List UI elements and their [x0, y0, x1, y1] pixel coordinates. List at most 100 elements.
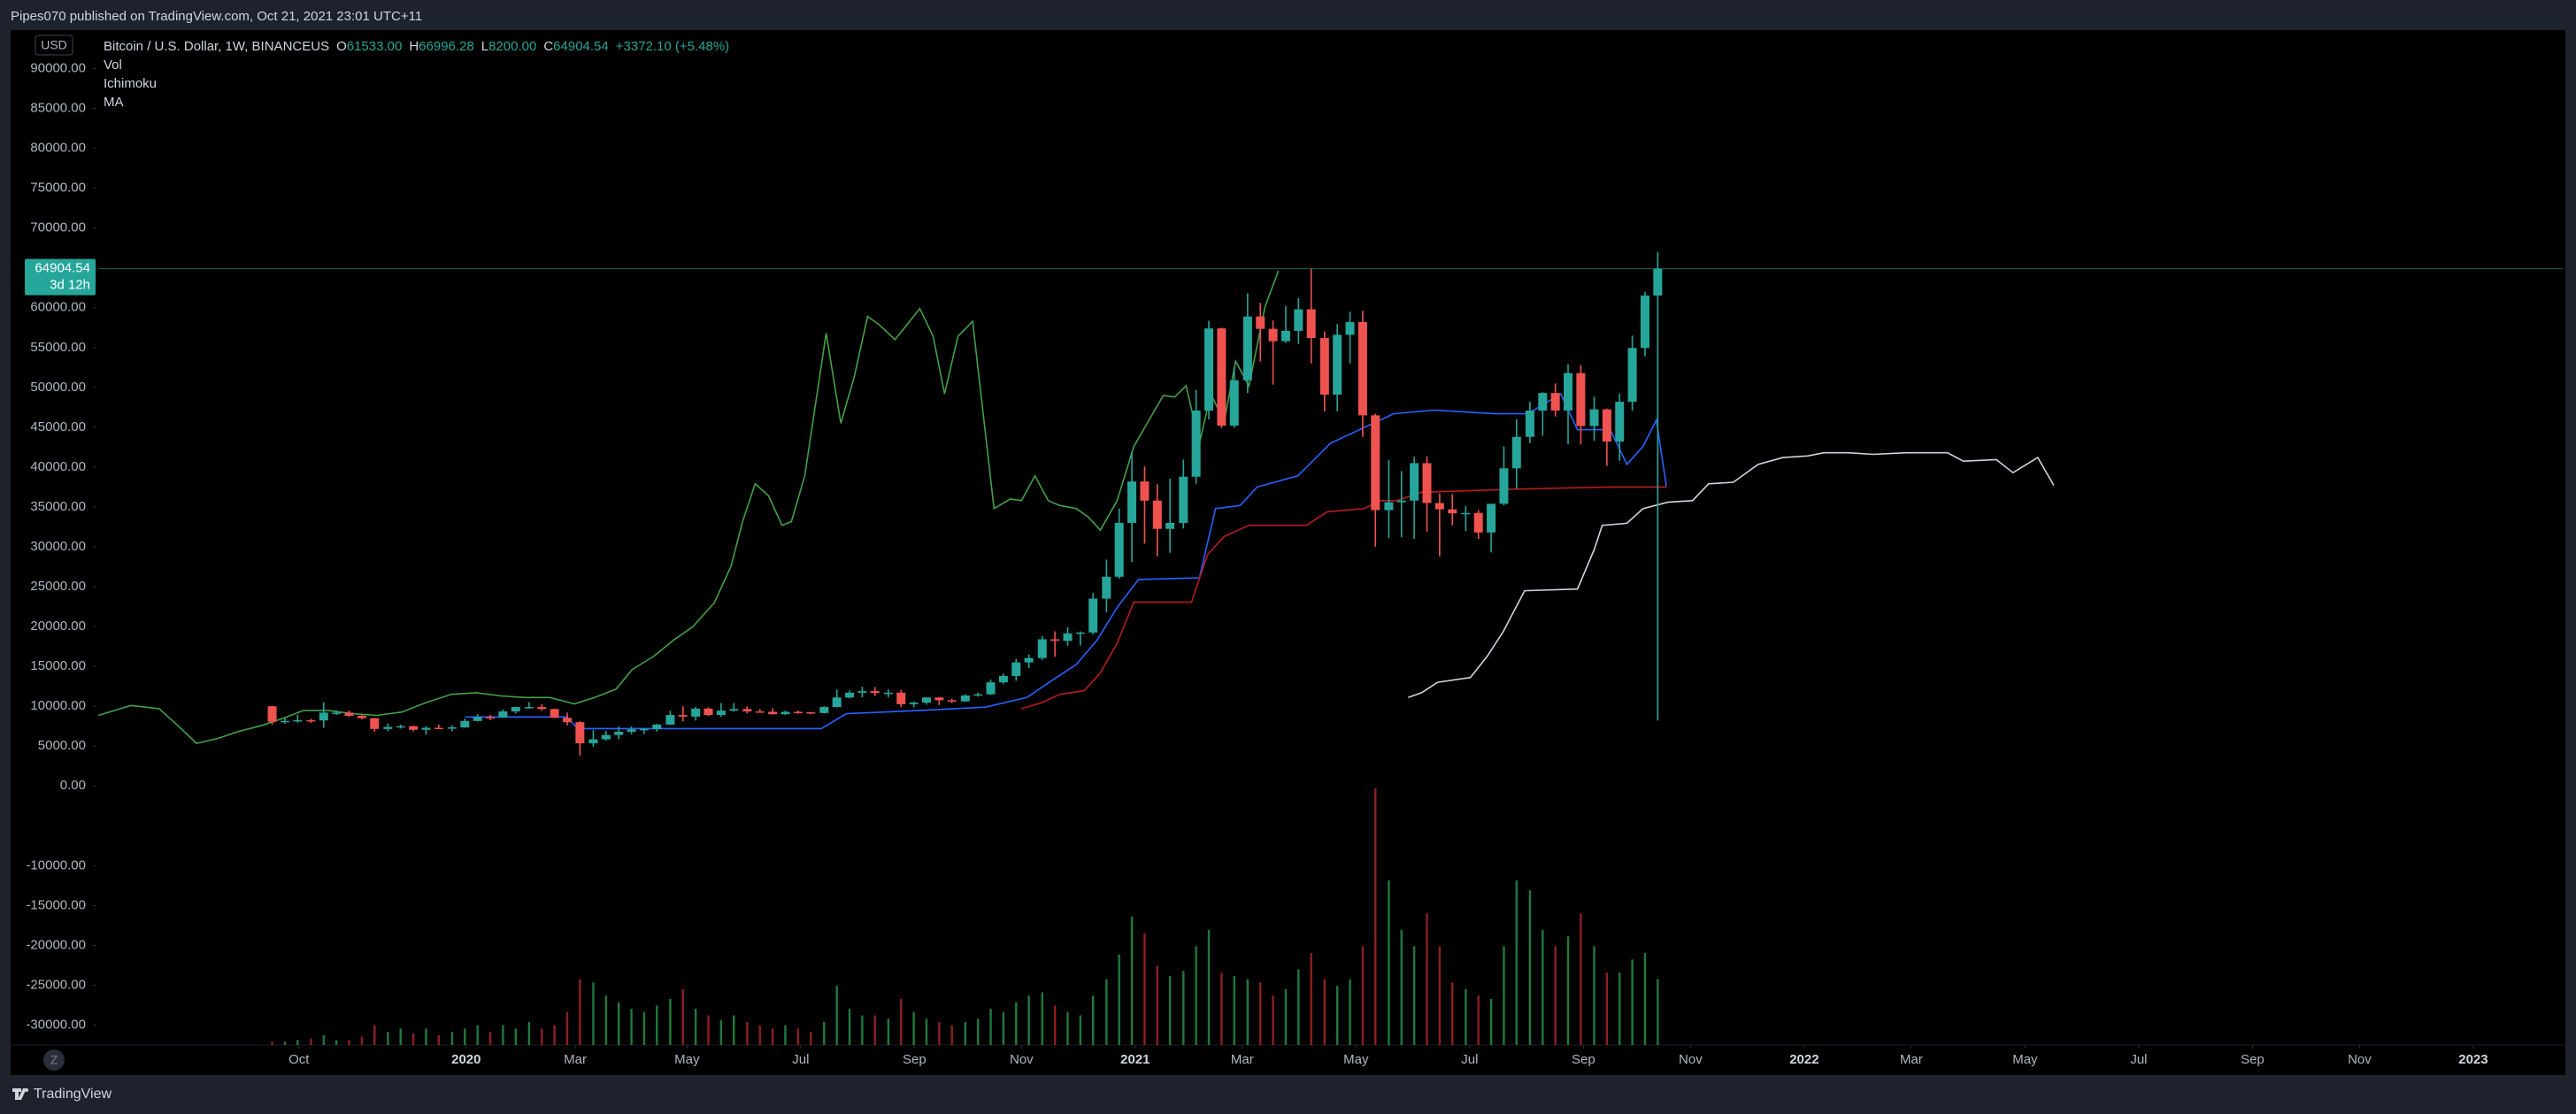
volume-bar — [464, 1028, 466, 1045]
candle-body — [1204, 328, 1214, 411]
candle-body — [550, 709, 559, 718]
volume-bar — [719, 1020, 723, 1045]
y-tick-label: 25000.00 — [30, 579, 86, 594]
volume-bar — [1233, 975, 1235, 1045]
volume-bar — [1566, 936, 1570, 1045]
volume-bar — [488, 1032, 492, 1045]
candle-body — [1280, 330, 1290, 342]
volume-bar — [938, 1021, 941, 1045]
candle-body — [447, 727, 457, 729]
volume-bar — [694, 1009, 697, 1045]
volume-bar — [1593, 946, 1596, 1045]
candle-body — [396, 726, 405, 728]
volume-bar — [1605, 972, 1609, 1045]
volume-bar — [604, 995, 608, 1045]
x-tick-label: Nov — [2348, 1052, 2372, 1067]
candle-body — [678, 715, 688, 717]
candle-body — [1256, 316, 1265, 329]
candle-body — [575, 722, 585, 744]
candle-body — [870, 691, 880, 694]
indicator-label[interactable]: Ichimoku — [104, 76, 158, 91]
volume-bar — [964, 1021, 967, 1045]
brand-name: TradingView — [34, 1087, 111, 1102]
candle-body — [1050, 639, 1060, 642]
candle-body — [1615, 402, 1625, 442]
volume-bar — [541, 1028, 543, 1045]
x-tick-label: 2020 — [451, 1052, 481, 1067]
volume-bar — [1092, 995, 1095, 1045]
volume-bar — [1002, 1011, 1005, 1045]
volume-bar — [1657, 979, 1659, 1045]
candle-body — [498, 711, 508, 718]
y-tick-label: 55000.00 — [30, 340, 86, 355]
candle-body — [1550, 393, 1560, 411]
volume-bar — [450, 1032, 454, 1045]
legend: Bitcoin / U.S. Dollar, 1W, BINANCEUS O615… — [104, 37, 736, 111]
volume-bar — [1503, 946, 1505, 1045]
candle-body — [1152, 500, 1162, 529]
candle-body — [344, 712, 354, 716]
candle-body — [1114, 522, 1124, 577]
volume-bar — [887, 1018, 890, 1045]
candle-body — [768, 711, 778, 715]
volume-bar — [1388, 880, 1390, 1045]
volume-bar — [476, 1025, 479, 1045]
x-tick-label: Jul — [2130, 1052, 2147, 1067]
candle-body — [1473, 512, 1483, 533]
y-tick-label: 45000.00 — [30, 419, 86, 434]
scale-button[interactable] — [43, 1049, 65, 1071]
candle-body — [1576, 373, 1586, 426]
scale-button-label: Z — [50, 1053, 58, 1067]
indicator-label[interactable]: MA — [104, 95, 124, 110]
legend-value: 66996.28 — [419, 39, 474, 54]
candle-body — [1011, 662, 1021, 676]
candle-body — [537, 707, 547, 710]
volume-bar — [656, 1005, 658, 1045]
volume-bar — [1041, 992, 1043, 1045]
candle-body — [1294, 309, 1303, 331]
candle-body — [1422, 463, 1432, 503]
candle-body — [1127, 481, 1137, 523]
candle-body — [1319, 338, 1329, 395]
last-price-box — [25, 258, 96, 296]
candle-body — [704, 708, 713, 716]
volume-bar — [771, 1028, 774, 1045]
volume-bar — [1619, 972, 1621, 1045]
volume-bar — [758, 1025, 761, 1045]
y-tick-label: -20000.00 — [26, 937, 86, 952]
volume-bar — [746, 1021, 749, 1045]
candle-body — [986, 682, 996, 695]
volume-bar — [835, 986, 838, 1045]
candle-body — [1627, 348, 1637, 403]
candle-body — [1461, 512, 1471, 515]
y-tick-label: 85000.00 — [30, 101, 86, 116]
candle-body — [639, 728, 649, 731]
plot-background — [11, 30, 2565, 1075]
volume-bar — [1259, 982, 1262, 1045]
candle-body — [473, 717, 482, 721]
candle-body — [627, 729, 636, 732]
indicator-label[interactable]: Vol — [104, 58, 122, 73]
candle-body — [806, 711, 816, 714]
candle-body — [1487, 503, 1496, 533]
candle-body — [960, 695, 970, 702]
volume-bar — [360, 1036, 364, 1045]
volume-bar — [1182, 971, 1185, 1045]
volume-bar — [1105, 979, 1108, 1045]
candle-body — [1602, 409, 1611, 442]
candle-body — [1371, 415, 1380, 511]
y-tick-label: 20000.00 — [30, 618, 86, 634]
legend-change: +3372.10 (+5.48%) — [615, 39, 730, 54]
volume-bar — [387, 1032, 389, 1045]
volume-bar — [873, 1015, 876, 1045]
volume-bar — [310, 1038, 312, 1045]
candle-body — [511, 707, 520, 712]
volume-bar — [1015, 1002, 1018, 1045]
top-bar — [0, 0, 2576, 30]
candle-body — [306, 719, 316, 722]
candle-body — [524, 707, 534, 709]
currency-box[interactable] — [35, 35, 73, 56]
volume-bar — [1451, 982, 1454, 1045]
volume-bar — [617, 1002, 620, 1045]
candle-body — [921, 697, 931, 703]
